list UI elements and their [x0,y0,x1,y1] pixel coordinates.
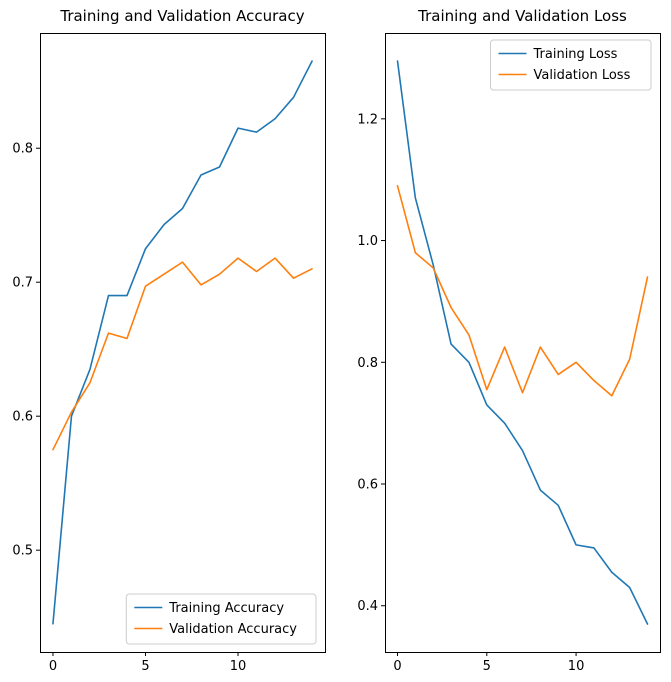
y-tick-label: 1.2 [357,112,378,127]
x-tick-label: 10 [230,659,247,674]
x-tick-label: 5 [483,659,491,674]
training-loss-line [396,60,649,625]
y-tick-label: 0.4 [357,599,378,614]
y-tick-label: 0.5 [12,544,33,559]
y-tick-label: 0.8 [357,356,378,371]
validation-loss-line [396,184,649,397]
y-tick-label: 0.8 [12,142,33,157]
accuracy-subplot: Training and Validation Accuracy 0 5 10 0.5… [0,0,335,682]
y-tick-label: 0.6 [12,410,33,425]
legend-label: Validation Loss [534,68,631,83]
accuracy-chart: 0 5 10 0.5 0.6 0.7 0.8 Training Accuracy Validat… [0,0,335,682]
legend-label: Training Loss [533,47,618,62]
accuracy-plot-svg: 0 5 10 0.5 0.6 0.7 0.8 Training Accuracy Validat… [12,33,326,674]
accuracy-chart-title: Training and Validation Accuracy [60,7,305,25]
loss-plot-svg: 0 5 10 0.4 0.6 0.8 1.0 1.2 Training Loss Validati… [357,33,661,674]
validation-accuracy-line [52,257,313,451]
legend-label: Validation Accuracy [169,622,297,637]
x-tick-label: 10 [568,659,585,674]
loss-chart: 0 5 10 0.4 0.6 0.8 1.0 1.2 Training Loss Validati… [335,0,671,682]
x-tick-label: 0 [49,659,57,674]
loss-subplot: Training and Validation Loss 0 5 10 0.4 0.6 0… [335,0,671,682]
training-accuracy-line [52,60,313,625]
x-tick-label: 0 [393,659,401,674]
axes-frame [385,33,661,653]
legend-box [490,39,652,91]
y-tick-label: 0.7 [12,276,33,291]
legend-box [125,593,317,645]
loss-chart-title: Training and Validation Loss [418,7,627,25]
axes-frame [40,33,326,653]
y-tick-label: 1.0 [357,234,378,249]
legend-label: Training Accuracy [168,601,284,616]
y-tick-label: 0.6 [357,478,378,493]
x-tick-label: 5 [141,659,149,674]
